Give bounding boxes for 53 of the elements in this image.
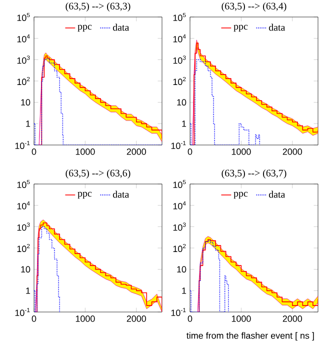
legend-label: data: [112, 190, 130, 198]
y-tick-label: 1: [26, 288, 30, 294]
y-tick-label: 10$^{3}$: [17, 222, 30, 231]
y-tick-label: 10$^{2}$: [173, 244, 186, 252]
y-tick-label: 10$^{5}$: [173, 12, 186, 22]
x-tick-label: 2000: [282, 148, 302, 155]
x-axis-title: time from the flasher event [ ns ]: [186, 332, 314, 341]
x-tick-label: 0: [32, 148, 36, 155]
legend-label: ppc: [78, 24, 92, 32]
legend-label: data: [268, 190, 286, 198]
legend-label: ppc: [234, 24, 248, 32]
y-tick-label: 10$^{4}$: [173, 34, 186, 42]
y-tick-label: 10$^{-1}$: [171, 140, 186, 150]
legend-label: data: [268, 24, 286, 31]
y-tick-label: 10$^{-1}$: [171, 308, 186, 316]
y-tick-label: 1: [26, 120, 30, 127]
y-tick-label: 10$^{2}$: [173, 76, 186, 86]
x-tick-label: 0: [32, 316, 36, 322]
y-tick-label: 10$^{2}$: [17, 244, 30, 252]
y-tick-label: 10: [177, 99, 186, 106]
y-tick-label: 10$^{5}$: [17, 180, 30, 188]
legend-label: ppc: [78, 192, 92, 199]
chart-title: (63,5) --> (63,4): [222, 2, 286, 12]
y-tick-label: 10$^{4}$: [173, 201, 186, 210]
x-tick-label: 2000: [126, 316, 146, 322]
y-tick-label: 10$^{-1}$: [15, 308, 30, 316]
x-tick-label: 2000: [126, 148, 146, 155]
chart-title: (63,5) --> (63,6): [66, 169, 130, 178]
y-tick-label: 10: [177, 266, 186, 273]
chart-title: (63,5) --> (63,3): [66, 2, 130, 12]
y-tick-label: 10$^{5}$: [17, 12, 30, 22]
x-tick-label: 1000: [232, 148, 251, 155]
y-tick-label: 10: [21, 99, 30, 106]
y-tick-label: 10$^{5}$: [173, 180, 186, 188]
y-tick-label: 10: [21, 266, 30, 273]
y-tick-label: 1: [182, 120, 186, 127]
legend-label: ppc: [234, 192, 248, 199]
x-tick-label: 0: [188, 148, 192, 155]
chart-title: (63,5) --> (63,7): [222, 169, 286, 178]
x-tick-label: 1000: [76, 148, 95, 155]
x-tick-label: 2000: [282, 316, 302, 322]
y-tick-label: 10$^{4}$: [17, 201, 30, 210]
x-tick-label: 0: [188, 316, 192, 322]
y-tick-label: 10$^{3}$: [17, 56, 30, 64]
legend-label: data: [112, 24, 130, 31]
y-tick-label: 10$^{4}$: [17, 34, 30, 42]
y-tick-label: 1: [182, 288, 186, 294]
y-tick-label: 10$^{2}$: [17, 76, 30, 86]
y-tick-label: 10$^{-1}$: [15, 140, 30, 150]
x-tick-label: 1000: [232, 316, 251, 322]
y-tick-label: 10$^{3}$: [173, 56, 186, 64]
x-tick-label: 1000: [76, 316, 95, 322]
y-tick-label: 10$^{3}$: [173, 222, 186, 231]
